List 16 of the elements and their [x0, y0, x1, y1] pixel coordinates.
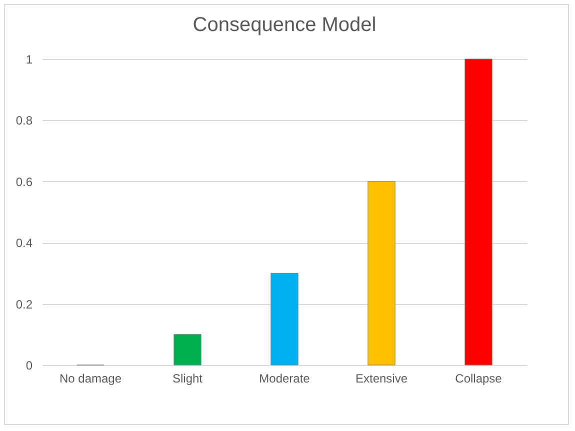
bar: [368, 181, 396, 366]
y-tick-label: 0.2: [16, 297, 33, 312]
x-tick-label: Collapse: [455, 372, 502, 386]
bar: [174, 334, 202, 366]
y-tick-label: 0: [26, 358, 33, 372]
chart-title: Consequence Model: [192, 14, 376, 36]
y-tick-label: 1: [26, 52, 33, 66]
y-tick-label: 0.4: [16, 236, 33, 250]
x-tick-label: Extensive: [355, 372, 408, 386]
y-tick-label: 0.8: [16, 114, 33, 128]
y-tick-label: 0.6: [16, 174, 33, 189]
bar: [464, 58, 492, 366]
x-tick-label: No damage: [59, 372, 122, 386]
x-tick-label: Slight: [172, 372, 204, 386]
bar: [270, 272, 298, 366]
x-tick-label: Moderate: [259, 372, 310, 386]
